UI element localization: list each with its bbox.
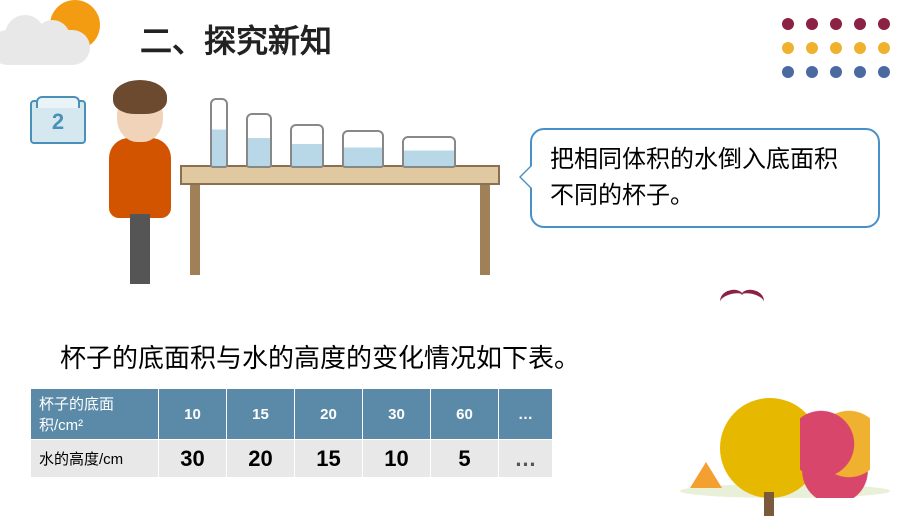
dot	[806, 42, 818, 54]
section-title: 二、探究新知	[140, 16, 332, 62]
speech-bubble: 把相同体积的水倒入底面积不同的杯子。	[530, 128, 880, 228]
dot	[878, 18, 890, 30]
area-cell: 10	[159, 389, 227, 440]
cylinder	[402, 136, 456, 168]
height-cell: …	[499, 440, 553, 478]
area-cell: 30	[363, 389, 431, 440]
height-cell: 10	[363, 440, 431, 478]
height-cell: 30	[159, 440, 227, 478]
area-cell: …	[499, 389, 553, 440]
header-label: 杯子的底面积/cm²	[31, 389, 159, 440]
dot	[782, 18, 794, 30]
dot	[878, 42, 890, 54]
illustration-scene	[100, 80, 510, 280]
dot	[830, 18, 842, 30]
cloud-decoration	[0, 30, 90, 65]
cylinder	[290, 124, 324, 168]
dot	[782, 66, 794, 78]
height-cell: 5	[431, 440, 499, 478]
cylinder-group	[210, 98, 456, 168]
dot	[854, 66, 866, 78]
book-icon: 2	[30, 100, 86, 144]
desk	[180, 165, 500, 185]
dot	[830, 66, 842, 78]
area-cell: 60	[431, 389, 499, 440]
trees-decoration	[670, 328, 900, 498]
bird-decoration	[720, 290, 770, 310]
table-header-row: 杯子的底面积/cm² 10 15 20 30 60 …	[31, 389, 553, 440]
cylinder	[246, 113, 272, 168]
height-cell: 15	[295, 440, 363, 478]
height-cell: 20	[227, 440, 295, 478]
dot	[878, 66, 890, 78]
book-number: 2	[52, 109, 64, 135]
cylinder	[342, 130, 384, 168]
dot	[782, 42, 794, 54]
table-caption: 杯子的底面积与水的高度的变化情况如下表。	[60, 338, 580, 375]
cylinder	[210, 98, 228, 168]
row-label: 水的高度/cm	[31, 440, 159, 478]
dot	[806, 18, 818, 30]
table-data-row: 水的高度/cm 30 20 15 10 5 …	[31, 440, 553, 478]
data-table: 杯子的底面积/cm² 10 15 20 30 60 … 水的高度/cm 30 2…	[30, 388, 553, 478]
bubble-text: 把相同体积的水倒入底面积不同的杯子。	[550, 146, 838, 209]
child-figure	[100, 90, 180, 270]
dot	[854, 42, 866, 54]
dot-grid-decoration	[782, 18, 890, 78]
dot	[806, 66, 818, 78]
dot	[830, 42, 842, 54]
area-cell: 15	[227, 389, 295, 440]
dot	[854, 18, 866, 30]
area-cell: 20	[295, 389, 363, 440]
